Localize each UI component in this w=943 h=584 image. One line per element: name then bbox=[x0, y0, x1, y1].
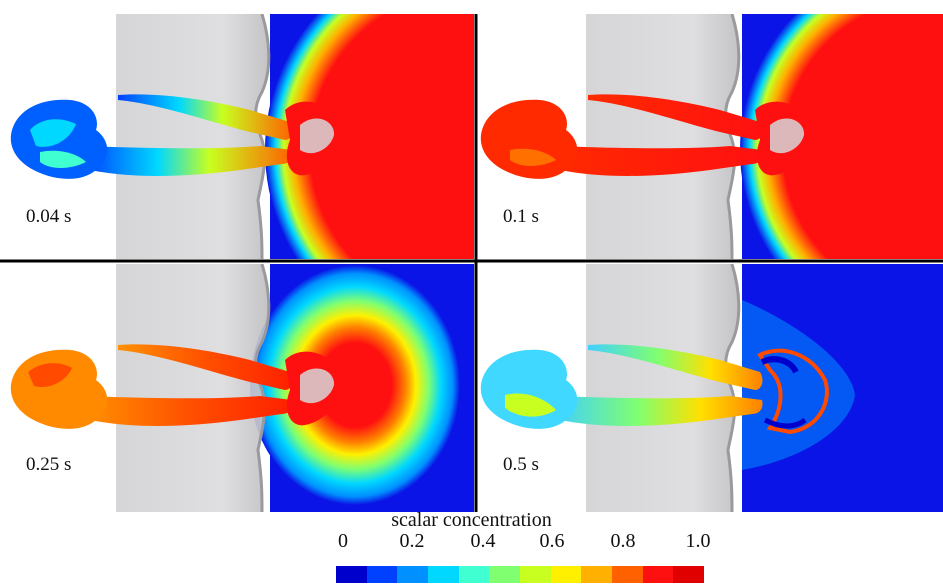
colorbar-swatch bbox=[459, 566, 490, 583]
colorbar-tick: 0 bbox=[338, 530, 348, 553]
colorbar-swatch bbox=[643, 566, 674, 583]
colorbar-swatch bbox=[489, 566, 520, 583]
colorbar-swatch bbox=[551, 566, 582, 583]
colorbar-tick: 0.4 bbox=[471, 530, 496, 553]
panel-label: 0.1 s bbox=[503, 206, 539, 227]
colorbar-swatch bbox=[336, 566, 367, 583]
colorbar-tick: 0.2 bbox=[400, 530, 425, 553]
colorbar-tick: 0.6 bbox=[540, 530, 565, 553]
colorbar-swatch bbox=[581, 566, 612, 583]
colorbar-tick: 0.8 bbox=[611, 530, 636, 553]
colorbar-swatch bbox=[673, 566, 704, 583]
colorbar-scale bbox=[336, 566, 704, 583]
face-silhouette bbox=[586, 264, 739, 512]
colorbar-swatch bbox=[367, 566, 398, 583]
panel-0-25s: 0.25 s bbox=[0, 264, 474, 512]
colorbar-swatch bbox=[612, 566, 643, 583]
face-silhouette bbox=[116, 264, 269, 512]
face-silhouette bbox=[116, 14, 269, 259]
face-silhouette bbox=[586, 14, 739, 259]
colorbar-swatch bbox=[397, 566, 428, 583]
colorbar-swatch bbox=[428, 566, 459, 583]
panel-0-5s: 0.5 s bbox=[478, 264, 943, 512]
panel-label: 0.25 s bbox=[26, 454, 71, 475]
colorbar-title: scalar concentration bbox=[0, 509, 943, 532]
colorbar-ticks: 0 0.2 0.4 0.6 0.8 1.0 bbox=[335, 530, 715, 554]
panel-label: 0.5 s bbox=[503, 454, 539, 475]
colorbar-swatch bbox=[520, 566, 551, 583]
colorbar-tick: 1.0 bbox=[686, 530, 711, 553]
panel-label: 0.04 s bbox=[26, 206, 71, 227]
